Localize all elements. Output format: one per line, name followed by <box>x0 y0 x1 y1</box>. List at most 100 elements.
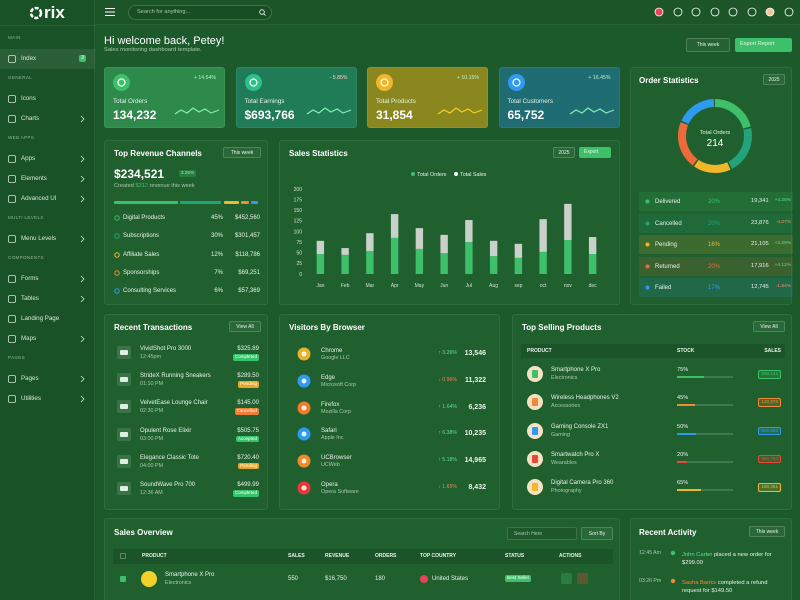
top-products-view-all[interactable]: View All <box>753 321 785 332</box>
flag-shape <box>420 575 428 583</box>
header-checkbox[interactable] <box>120 553 126 559</box>
apps-icon[interactable] <box>747 7 757 17</box>
chevron <box>80 295 85 303</box>
channel-dot-shape <box>114 288 120 294</box>
nav-label: Elements <box>21 175 47 182</box>
nav-icon <box>8 95 16 103</box>
revenue-note: Created $312 revenue this week <box>114 183 195 190</box>
stat-change: - 5.85% <box>329 75 348 81</box>
transactions-view-all[interactable]: View All <box>229 321 261 332</box>
product-glyph <box>532 483 538 492</box>
nav-icon-shape <box>8 395 16 403</box>
nav-item[interactable]: Icons <box>0 89 95 109</box>
cart-icon[interactable] <box>691 7 701 17</box>
transaction-status: Completed <box>232 354 259 361</box>
nav-item[interactable]: Charts <box>0 109 95 129</box>
nav-item[interactable]: Landing Page <box>0 309 95 329</box>
stock-track <box>677 432 733 435</box>
overview-search-placeholder: Search Here <box>514 531 543 537</box>
sales-year[interactable]: 2025 <box>553 147 575 158</box>
stat-icon <box>376 74 393 91</box>
stat-change: + 16.45% <box>588 75 611 81</box>
overview-search[interactable]: Search Here <box>507 527 577 540</box>
product-glyph <box>532 426 538 435</box>
nav-item[interactable]: Advanced UI <box>0 189 95 209</box>
settings-icon[interactable] <box>784 7 794 17</box>
delete-action[interactable] <box>577 573 588 584</box>
revenue-period[interactable]: This week <box>223 147 261 158</box>
bar <box>316 254 325 274</box>
menu-toggle[interactable] <box>105 8 115 16</box>
nav-chevron <box>80 175 85 183</box>
settings-shape <box>784 7 793 17</box>
chevron <box>80 235 85 243</box>
sales-export[interactable]: Export <box>579 147 611 158</box>
nav-icon <box>8 195 16 203</box>
browser-icon-core <box>301 351 307 357</box>
export-report[interactable]: Export Report <box>735 38 792 52</box>
order-row: Failed 17% 12,745 -1.94% <box>639 278 793 297</box>
product-country: United States <box>432 576 469 582</box>
nav-icon <box>8 55 16 63</box>
transaction-status: Cancelled <box>234 408 259 415</box>
fullscreen-icon[interactable] <box>728 7 738 17</box>
overview-sort[interactable]: Sort By <box>581 527 613 540</box>
stat-icon <box>507 74 525 91</box>
bar <box>514 243 523 258</box>
browser-icon <box>297 374 311 388</box>
nav-item[interactable]: Index 3 <box>0 49 95 69</box>
table-header <box>113 549 613 564</box>
browser-name: Opera <box>321 482 338 488</box>
nav-item[interactable]: Apps <box>0 149 95 169</box>
nav-icon <box>8 175 16 183</box>
period-select[interactable]: This week <box>686 38 730 52</box>
legend-marker <box>645 285 650 290</box>
nav-item[interactable]: Menu Levels <box>0 229 95 249</box>
logo-icon <box>29 6 43 20</box>
x-tick-label: Jul <box>466 283 472 289</box>
revenue-segment <box>179 201 222 204</box>
product-name: Smartphone X Pro <box>165 572 215 578</box>
row-checkbox[interactable] <box>120 576 126 582</box>
channel-amount: $57,369 <box>238 288 260 295</box>
flag-icon[interactable] <box>654 7 664 17</box>
stat-card: + 10.15% Total Products 31,854 <box>367 67 488 128</box>
product-category: Wearables <box>551 459 577 466</box>
bar <box>366 233 374 252</box>
sparkline <box>569 107 614 115</box>
channel-name: Affiliate Sales <box>123 251 160 258</box>
channel-amount: $301,457 <box>234 233 260 240</box>
order-year[interactable]: 2025 <box>763 74 785 85</box>
nav-item[interactable]: Elements <box>0 169 95 189</box>
chevron <box>80 195 85 203</box>
stat-card: + 16.45% Total Customers 65,752 <box>498 67 620 128</box>
greeting-subtitle: Sales monitoring dashboard template. <box>104 47 202 53</box>
avatar-icon[interactable] <box>765 7 775 17</box>
product-category: Photography <box>551 488 582 495</box>
browser-count: 14,965 <box>464 457 486 465</box>
glyph <box>120 377 128 383</box>
nav-label: Landing Page <box>21 315 60 322</box>
browser-count: 10,235 <box>464 430 486 438</box>
legend-label: Total Sales <box>460 172 487 178</box>
search-box[interactable]: Search for anything... <box>128 5 272 20</box>
activity-period[interactable]: This week <box>749 526 785 537</box>
period-select-label: This week <box>696 42 720 48</box>
channel-dot-shape <box>114 270 120 276</box>
nav-item[interactable]: Utilities <box>0 389 95 409</box>
order-statistics-card: 2025 Order Statistics Total Orders 214 Deliv… <box>630 67 793 305</box>
nav-item[interactable]: Forms <box>0 269 95 289</box>
bar <box>341 254 349 274</box>
edit-action[interactable] <box>561 573 572 584</box>
nav-label: Pages <box>21 375 39 382</box>
nav-item[interactable]: Tables <box>0 289 95 309</box>
nav-item[interactable]: Maps <box>0 329 95 349</box>
channel-dot <box>114 288 120 294</box>
stat-icon-mark <box>117 78 126 87</box>
nav-item[interactable]: Pages <box>0 369 95 389</box>
transaction-status: Accepted <box>235 435 259 443</box>
chevron <box>80 375 85 383</box>
theme-icon[interactable] <box>673 7 683 17</box>
notifications-icon[interactable] <box>710 7 720 17</box>
transaction-amount: $325.89 <box>237 346 259 352</box>
